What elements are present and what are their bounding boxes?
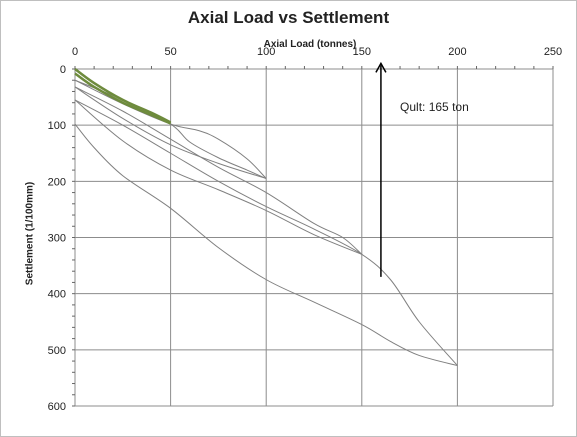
qult-arrow-head	[375, 61, 387, 73]
y-tick-label-3: 300	[48, 233, 66, 245]
qult-annotation: Qult: 165 ton	[400, 100, 469, 114]
y-tick-label-1: 100	[48, 120, 66, 132]
y-tick-label-6: 600	[48, 401, 66, 413]
x-tick-label-3: 150	[353, 46, 371, 58]
x-tick-label-4: 200	[448, 46, 466, 58]
series-line-1	[74, 99, 458, 366]
x-axis-label: Axial Load (tonnes)	[263, 39, 357, 50]
series-line-2	[74, 99, 362, 255]
y-tick-label-0: 0	[60, 64, 66, 76]
chart-title: Axial Load vs Settlement	[187, 8, 390, 27]
x-tick-label-2: 100	[257, 46, 275, 58]
x-tick-label-1: 50	[164, 46, 176, 58]
y-tick-label-2: 200	[48, 176, 66, 188]
series-line-3	[74, 86, 363, 255]
series-line-0	[74, 123, 458, 367]
x-tick-label-0: 0	[72, 46, 78, 58]
y-tick-label-5: 500	[48, 345, 66, 357]
series-line-7	[74, 67, 172, 124]
y-tick-label-4: 400	[48, 289, 66, 301]
series-line-4	[74, 86, 267, 180]
x-tick-label-5: 250	[544, 46, 562, 58]
series-line-8	[74, 72, 172, 125]
